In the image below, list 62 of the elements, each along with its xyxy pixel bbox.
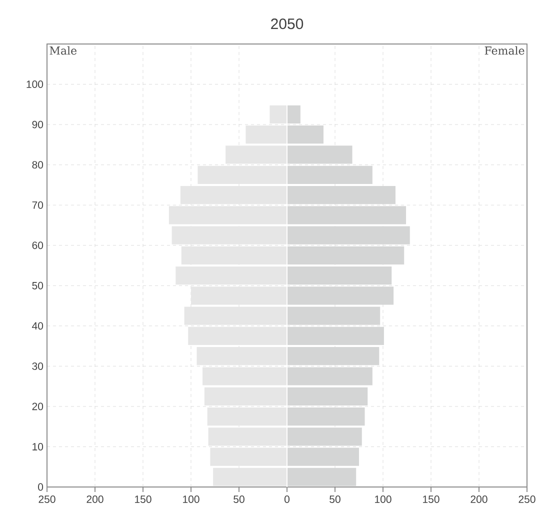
- bar: [287, 306, 380, 325]
- bar: [172, 226, 288, 244]
- bar: [208, 428, 288, 446]
- annotation: Female: [484, 46, 524, 55]
- y-tick-label: 50: [32, 282, 44, 290]
- x-tick-label: 50: [330, 496, 340, 503]
- bar: [181, 246, 288, 264]
- x-tick-label: 200: [86, 496, 104, 503]
- bar: [287, 186, 396, 204]
- bar: [168, 206, 288, 224]
- bar: [188, 326, 288, 346]
- bar: [287, 407, 365, 426]
- bar: [198, 166, 288, 184]
- y-tick-label: 90: [32, 120, 44, 128]
- x-tick-label: 250: [38, 496, 56, 503]
- x-tick-label: 0: [284, 496, 290, 503]
- bar: [287, 286, 394, 305]
- bar: [207, 407, 288, 426]
- x-tick-label: 150: [135, 496, 152, 503]
- y-tick-label: 80: [32, 161, 44, 169]
- bar: [202, 367, 288, 386]
- bar: [287, 226, 410, 244]
- y-tick-label: 10: [32, 443, 44, 450]
- y-tick-label: 60: [32, 242, 44, 250]
- bar: [184, 306, 288, 325]
- bar: [287, 326, 384, 346]
- bar: [287, 367, 372, 386]
- bar: [226, 146, 288, 164]
- bar: [287, 266, 392, 285]
- y-tick-label: 20: [32, 402, 44, 410]
- bar: [246, 126, 288, 144]
- bar: [180, 186, 288, 204]
- bar: [270, 105, 288, 124]
- bar: [210, 448, 288, 466]
- bar: [213, 468, 288, 486]
- x-tick-label: 100: [183, 496, 200, 503]
- x-tick-label: 250: [518, 496, 536, 503]
- x-tick-label: 150: [423, 496, 440, 503]
- bar: [287, 428, 362, 446]
- bar: [287, 146, 352, 164]
- bar: [287, 448, 359, 466]
- x-tick-label: 100: [375, 496, 392, 503]
- bar: [204, 387, 288, 406]
- y-tick-label: 30: [32, 362, 44, 370]
- y-tick-label: 100: [26, 80, 44, 88]
- bar: [191, 286, 288, 305]
- x-tick-label: 200: [470, 496, 488, 503]
- bar: [287, 387, 368, 406]
- bar: [287, 206, 406, 224]
- bar: [287, 105, 300, 124]
- bar: [176, 266, 288, 285]
- x-tick-label: 50: [234, 496, 244, 503]
- chart-title: 2050: [271, 18, 304, 30]
- bar: [287, 347, 380, 366]
- bar: [287, 126, 324, 144]
- annotation: Male: [50, 46, 76, 55]
- bar: [196, 347, 288, 366]
- y-tick-label: 0: [38, 483, 44, 491]
- y-tick-label: 40: [32, 322, 44, 330]
- bar: [287, 166, 372, 184]
- bar: [287, 246, 404, 264]
- y-tick-label: 70: [32, 201, 44, 209]
